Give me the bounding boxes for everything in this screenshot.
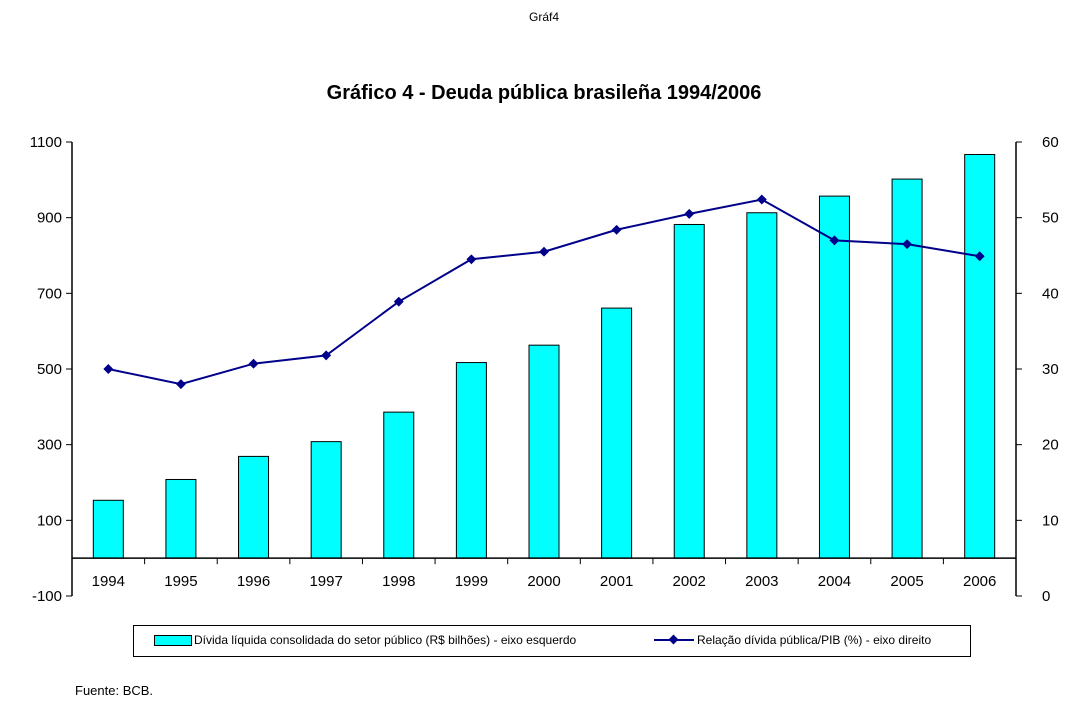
- x-tick-label: 1997: [309, 573, 342, 590]
- bar-1995: [165, 478, 197, 559]
- bar-2001: [601, 307, 633, 559]
- x-tick-label: 2000: [527, 573, 560, 590]
- axis-labels: 1100900700500300100-10060504030201001994…: [30, 134, 1059, 605]
- bar-1998: [383, 411, 415, 559]
- ratio-point-2000: [539, 246, 549, 257]
- y-right-tick-label: 0: [1042, 588, 1050, 605]
- y-left-tick-label: -100: [32, 588, 62, 605]
- legend-label-ratio: Relação dívida pública/PIB (%) - eixo di…: [697, 633, 932, 647]
- y-left-tick-label: 500: [37, 361, 62, 378]
- bar-1997: [310, 441, 342, 559]
- bar-2005: [891, 178, 923, 559]
- y-right-tick-label: 60: [1042, 134, 1059, 151]
- bar-series: [92, 153, 996, 559]
- bar-1996: [238, 455, 270, 559]
- ratio-point-2002: [684, 208, 695, 219]
- x-tick-label: 2006: [963, 573, 996, 590]
- legend-line-swatch: [654, 634, 694, 646]
- x-tick-label: 2002: [673, 573, 706, 590]
- bar-1994: [92, 499, 124, 559]
- bar-2002: [673, 223, 705, 559]
- line-series: [103, 194, 985, 390]
- y-left-tick-label: 900: [37, 210, 62, 227]
- y-right-tick-label: 40: [1042, 285, 1059, 302]
- chart-axes: [66, 141, 1022, 597]
- y-left-tick-label: 1100: [30, 134, 62, 151]
- legend-entry-ratio: Relação dívida pública/PIB (%) - eixo di…: [654, 633, 931, 647]
- chart-title: Gráfico 4 - Deuda pública brasileña 1994…: [326, 82, 762, 104]
- ratio-point-1994: [103, 364, 114, 374]
- bar-1999: [455, 362, 487, 559]
- ratio-point-2003: [756, 194, 767, 205]
- x-tick-label: 1999: [455, 573, 488, 590]
- bar-2004: [818, 195, 850, 559]
- x-tick-label: 1995: [164, 573, 197, 590]
- bar-2006: [964, 153, 996, 559]
- ratio-point-2005: [902, 239, 913, 250]
- x-tick-label: 2001: [600, 573, 633, 590]
- legend-label-debt: Dívida líquida consolidada do setor públ…: [194, 633, 577, 647]
- y-right-tick-label: 20: [1042, 437, 1059, 454]
- ratio-point-1996: [248, 358, 259, 369]
- x-tick-label: 2003: [745, 573, 778, 590]
- chart-legend: Dívida líquida consolidada do setor públ…: [133, 625, 971, 657]
- y-left-tick-label: 100: [37, 512, 62, 529]
- x-tick-label: 1996: [237, 573, 270, 590]
- bar-2003: [746, 212, 778, 559]
- y-right-tick-label: 50: [1042, 210, 1059, 227]
- x-tick-label: 2004: [818, 573, 851, 590]
- x-tick-label: 1994: [92, 573, 125, 590]
- sheet-label: Gráf4: [528, 10, 559, 24]
- ratio-point-2004: [829, 235, 840, 246]
- legend-bar-swatch: [154, 634, 192, 646]
- x-tick-label: 1998: [382, 573, 415, 590]
- ratio-point-1997: [321, 350, 332, 361]
- ratio-point-1999: [466, 254, 477, 265]
- y-left-tick-label: 300: [37, 437, 62, 454]
- ratio-point-1995: [175, 379, 186, 390]
- legend-entry-debt: Dívida líquida consolidada do setor públ…: [154, 633, 576, 647]
- x-tick-label: 2005: [890, 573, 923, 590]
- source-note: Fuente: BCB.: [75, 683, 154, 698]
- y-left-tick-label: 700: [37, 285, 62, 302]
- y-right-tick-label: 10: [1042, 512, 1059, 529]
- ratio-point-1998: [393, 296, 404, 307]
- ratio-point-2001: [611, 224, 622, 235]
- bar-2000: [528, 344, 560, 559]
- y-right-tick-label: 30: [1042, 361, 1059, 378]
